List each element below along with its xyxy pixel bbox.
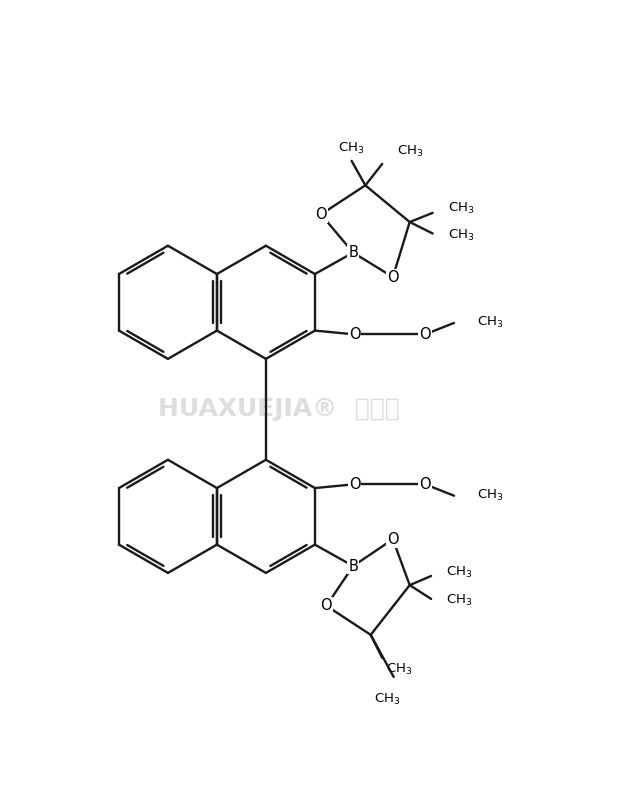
Text: O: O <box>419 477 430 491</box>
Text: CH$_3$: CH$_3$ <box>477 315 503 331</box>
Text: O: O <box>315 207 327 222</box>
Text: B: B <box>348 559 358 573</box>
Text: CH$_3$: CH$_3$ <box>398 144 424 159</box>
Text: CH$_3$: CH$_3$ <box>339 141 365 157</box>
Text: CH$_3$: CH$_3$ <box>448 201 474 216</box>
Text: CH$_3$: CH$_3$ <box>446 593 473 608</box>
Text: HUAXUEJIA®  化学加: HUAXUEJIA® 化学加 <box>158 397 399 422</box>
Text: CH$_3$: CH$_3$ <box>374 692 401 707</box>
Text: CH$_3$: CH$_3$ <box>446 564 473 580</box>
Text: O: O <box>349 477 361 491</box>
Text: O: O <box>321 599 332 613</box>
Text: B: B <box>348 245 358 260</box>
Text: O: O <box>387 532 399 547</box>
Text: CH$_3$: CH$_3$ <box>386 662 413 677</box>
Text: O: O <box>349 327 361 342</box>
Text: O: O <box>387 269 399 285</box>
Text: CH$_3$: CH$_3$ <box>448 228 474 243</box>
Text: O: O <box>419 327 430 342</box>
Text: CH$_3$: CH$_3$ <box>477 488 503 504</box>
